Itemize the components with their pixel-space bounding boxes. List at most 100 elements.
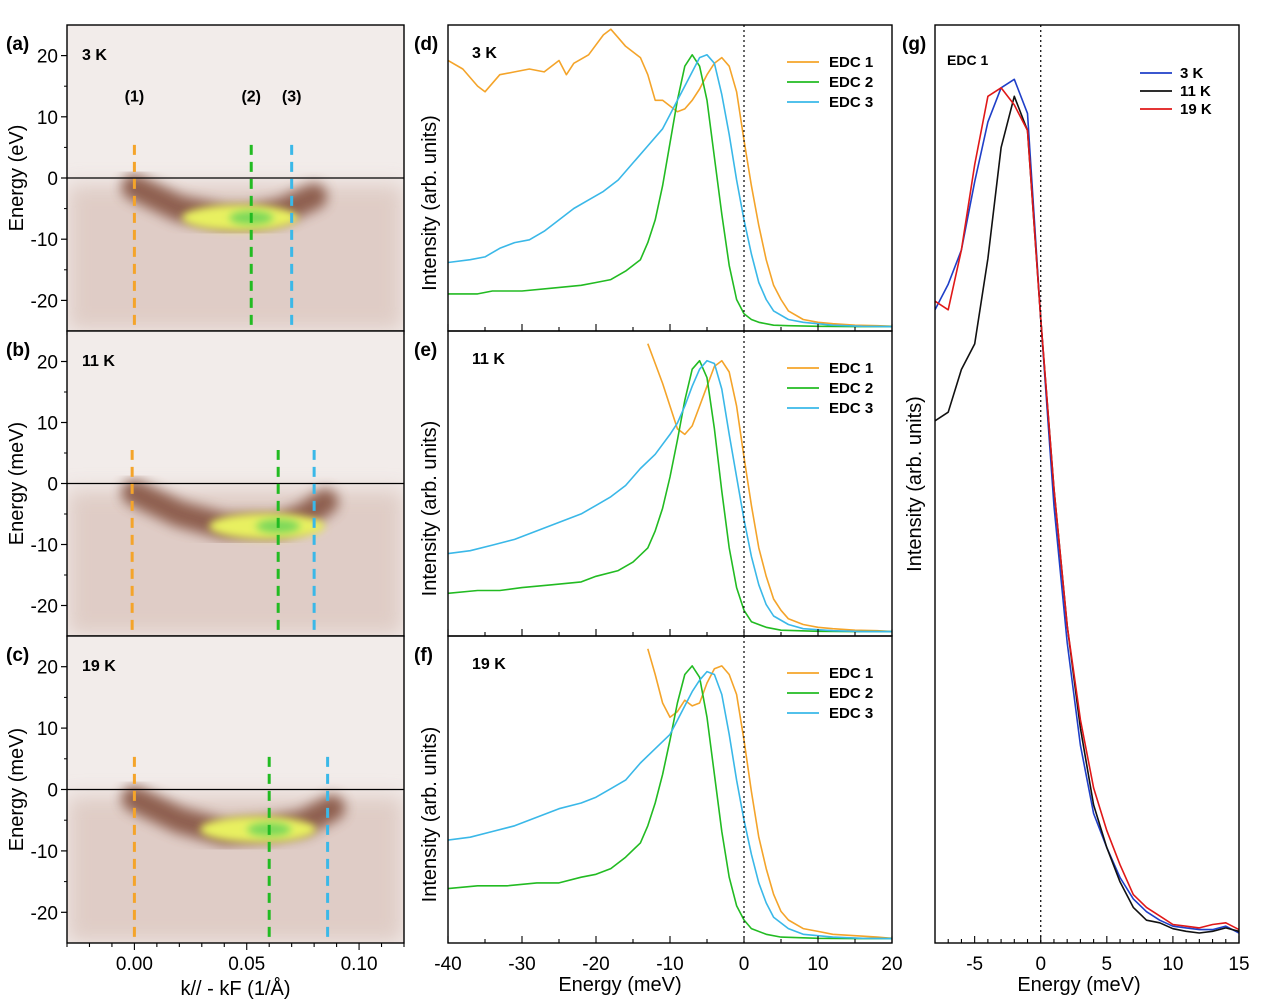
x-axis-label: k// - kF (1/Å) xyxy=(181,977,291,1000)
panel-tag: (c) xyxy=(6,645,29,666)
y-tick-label: 20 xyxy=(37,353,58,374)
cut-label-1: (1) xyxy=(125,89,145,106)
y-tick-label: 0 xyxy=(47,475,58,496)
plot-frame xyxy=(934,24,1240,944)
plot-frame xyxy=(447,635,893,944)
x-tick-label: 10 xyxy=(807,954,828,975)
y-tick-label: 0 xyxy=(47,169,58,190)
edc1-series-3 xyxy=(935,87,1239,931)
x-tick-label: 0.05 xyxy=(228,954,265,975)
y-tick-label: -10 xyxy=(31,842,58,863)
y-tick-label: -20 xyxy=(31,903,58,924)
legend-label-3: EDC 3 xyxy=(829,705,873,722)
temperature-label: 11 K xyxy=(472,351,505,368)
edc1-curves xyxy=(935,78,1239,934)
x-tick-label: -10 xyxy=(656,954,683,975)
legend-label-3: 19 K xyxy=(1180,101,1212,118)
legend: EDC 1 EDC 2 EDC 3 xyxy=(787,360,873,417)
edc-series-1 xyxy=(647,648,892,940)
temperature-label: 19 K xyxy=(82,658,116,675)
legend-label-1: EDC 1 xyxy=(829,54,873,71)
legend-label-2: EDC 2 xyxy=(829,74,873,91)
heatmap-panel-b: -20 -10 0 10 20 Energy (meV) (b) 11 K xyxy=(6,330,405,643)
legend-label-2: 11 K xyxy=(1180,83,1211,100)
y-tick-label: 20 xyxy=(37,47,58,68)
temperature-comparison-panel: -5 0 5 10 15 Energy (meV) Intensity (arb. unit… xyxy=(902,24,1250,996)
edc-series-3 xyxy=(448,53,892,328)
y-tick-label: -10 xyxy=(31,536,58,557)
heatmap-panel-a: (1) (2) (3) -20 -10 0 10 20 Energy (eV) (a) 3 K xyxy=(6,24,405,338)
heatmap-diffuse-region xyxy=(67,489,404,636)
x-tick-label: 5 xyxy=(1102,954,1113,975)
panel-tag: (a) xyxy=(6,34,29,55)
edc-series-2 xyxy=(448,359,892,633)
y-tick-label: 20 xyxy=(37,658,58,679)
temperature-label: 19 K xyxy=(472,656,506,673)
legend-label-1: 3 K xyxy=(1180,65,1204,82)
edc-series-1 xyxy=(448,28,892,328)
edc-series-2 xyxy=(448,53,892,328)
edc-series-3 xyxy=(448,359,892,633)
heatmap-panels: (1) (2) (3) -20 -10 0 10 20 Energy (eV) (a) 3 K -20… xyxy=(6,24,405,1000)
x-tick-label: -20 xyxy=(582,954,609,975)
x-axis-label: Energy (meV) xyxy=(558,974,681,996)
legend-label-3: EDC 3 xyxy=(829,400,873,417)
x-tick-label: 15 xyxy=(1228,954,1249,975)
legend-label-1: EDC 1 xyxy=(829,360,873,377)
x-tick-label: 10 xyxy=(1162,954,1183,975)
y-axis-label: Intensity (arb. units) xyxy=(419,421,441,597)
y-axis-label: Energy (meV) xyxy=(6,422,28,545)
y-tick-label: 0 xyxy=(47,781,58,802)
legend-label-1: EDC 1 xyxy=(829,665,873,682)
panel-tag: (d) xyxy=(414,34,438,55)
temperature-label: 3 K xyxy=(82,47,107,64)
legend-label-2: EDC 2 xyxy=(829,685,873,702)
y-axis-label: Energy (eV) xyxy=(6,125,28,232)
panel-tag: (g) xyxy=(902,34,926,55)
edc-curves xyxy=(448,28,892,328)
plot-frame xyxy=(447,330,893,637)
edc-series-3 xyxy=(448,670,892,940)
panel-tag: (e) xyxy=(414,340,437,361)
legend: EDC 1 EDC 2 EDC 3 xyxy=(787,665,873,722)
cut-label-3: (3) xyxy=(282,89,302,106)
y-tick-label: -10 xyxy=(31,230,58,251)
temperature-label: 11 K xyxy=(82,353,115,370)
x-tick-label: 0.00 xyxy=(116,954,153,975)
y-axis-label: Intensity (arb. units) xyxy=(419,727,441,903)
x-tick-label: 20 xyxy=(881,954,902,975)
legend: 3 K11 K19 K xyxy=(1140,65,1212,118)
y-tick-label: 10 xyxy=(37,719,58,740)
y-tick-label: -20 xyxy=(31,597,58,618)
edc-series-2 xyxy=(448,665,892,940)
edc-curves xyxy=(448,648,892,940)
y-axis-label: Intensity (arb. units) xyxy=(419,115,441,291)
x-tick-label: -40 xyxy=(434,954,461,975)
panel-tag: (b) xyxy=(6,340,30,361)
temperature-label: 3 K xyxy=(472,45,497,62)
y-axis-label: Intensity (arb. units) xyxy=(904,396,926,572)
x-tick-label: 0 xyxy=(739,954,750,975)
legend-label-3: EDC 3 xyxy=(829,94,873,111)
edc1-series-1 xyxy=(935,78,1239,934)
edc-panel-f: -40 -30 -20 -10 0 10 20 Energy (meV) Intensity (… xyxy=(414,635,903,996)
plot-frame xyxy=(447,24,893,332)
x-axis-label: Energy (meV) xyxy=(1017,974,1140,996)
panel-tag: (f) xyxy=(414,645,433,666)
legend: EDC 1 EDC 2 EDC 3 xyxy=(787,54,873,111)
legend-label-2: EDC 2 xyxy=(829,380,873,397)
x-tick-label: -5 xyxy=(966,954,983,975)
x-tick-label: 0.10 xyxy=(341,954,378,975)
panel-subtitle: EDC 1 xyxy=(947,52,988,68)
y-tick-label: 10 xyxy=(37,108,58,129)
x-tick-label: 0 xyxy=(1035,954,1046,975)
heatmap-panel-c: -20 -10 0 10 20 0.00 0.05 0.10 k// - kF (1/Å) Ene… xyxy=(6,635,405,1000)
panel-g: -5 0 5 10 15 Energy (meV) Intensity (arb. unit… xyxy=(902,24,1250,996)
y-tick-label: -20 xyxy=(31,291,58,312)
x-tick-label: -30 xyxy=(508,954,535,975)
edc1-series-2 xyxy=(935,95,1239,934)
